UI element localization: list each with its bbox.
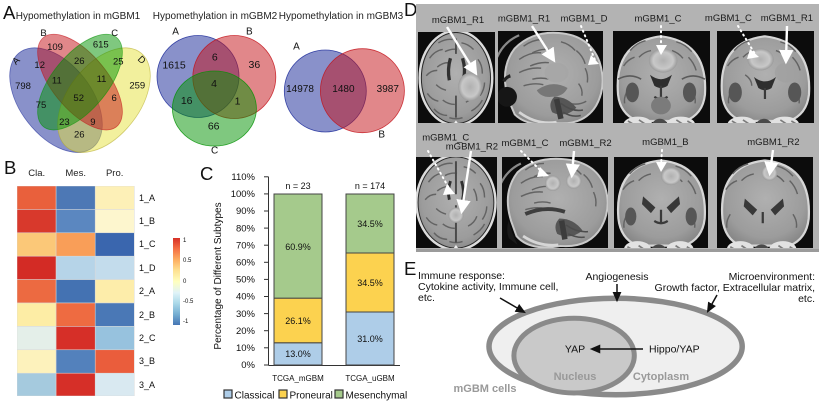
svg-text:12: 12 — [34, 60, 45, 71]
svg-text:n = 174: n = 174 — [355, 181, 385, 191]
svg-text:34.5%: 34.5% — [357, 219, 383, 229]
svg-text:20%: 20% — [236, 326, 256, 337]
svg-text:Mesenchymal: Mesenchymal — [346, 391, 408, 402]
svg-text:Proneural: Proneural — [290, 391, 333, 402]
svg-text:31.0%: 31.0% — [357, 334, 383, 344]
svg-text:70%: 70% — [236, 240, 256, 251]
svg-text:52: 52 — [73, 93, 84, 104]
svg-text:26: 26 — [74, 130, 85, 141]
svg-text:798: 798 — [15, 81, 31, 92]
svg-text:110%: 110% — [231, 172, 255, 183]
svg-text:mGBM1_R1: mGBM1_R1 — [432, 15, 484, 26]
svg-text:60%: 60% — [236, 258, 256, 269]
svg-text:0%: 0% — [241, 360, 255, 371]
svg-text:mGBM1_B: mGBM1_B — [642, 137, 688, 148]
svg-text:etc.: etc. — [418, 292, 435, 304]
svg-text:n = 23: n = 23 — [285, 181, 310, 191]
svg-text:100%: 100% — [231, 189, 256, 200]
svg-text:4: 4 — [211, 78, 217, 90]
svg-text:6: 6 — [112, 93, 117, 104]
svg-text:Growth factor, Extracellular m: Growth factor, Extracellular matrix, — [655, 282, 815, 294]
svg-text:mGBM1_D: mGBM1_D — [561, 14, 608, 25]
svg-text:Immune response:: Immune response: — [418, 270, 505, 282]
svg-text:9: 9 — [90, 117, 95, 128]
svg-text:mGBM1_R2: mGBM1_R2 — [446, 142, 498, 153]
svg-text:Cytokine activity, Immune cell: Cytokine activity, Immune cell, — [418, 281, 558, 293]
svg-text:mGBM1_C: mGBM1_C — [422, 133, 469, 144]
svg-text:615: 615 — [93, 39, 109, 50]
svg-text:16: 16 — [181, 95, 193, 107]
svg-text:14978: 14978 — [286, 84, 314, 95]
svg-text:3987: 3987 — [377, 84, 400, 95]
svg-text:1480: 1480 — [332, 84, 355, 95]
svg-text:TCGA_mGBM: TCGA_mGBM — [272, 374, 324, 383]
svg-text:A: A — [172, 27, 179, 38]
svg-text:36: 36 — [249, 59, 261, 71]
svg-text:13.0%: 13.0% — [285, 349, 311, 359]
svg-text:etc.: etc. — [798, 293, 815, 305]
svg-text:Angiogenesis: Angiogenesis — [585, 271, 648, 283]
svg-text:259: 259 — [129, 81, 145, 92]
svg-text:40%: 40% — [236, 292, 256, 303]
svg-text:B: B — [40, 28, 46, 39]
svg-text:23: 23 — [59, 117, 70, 128]
svg-text:Cytoplasm: Cytoplasm — [633, 371, 689, 383]
svg-text:A: A — [293, 42, 300, 53]
svg-text:Classical: Classical — [235, 391, 275, 402]
svg-text:109: 109 — [47, 42, 63, 53]
svg-text:25: 25 — [113, 57, 124, 68]
svg-text:mGBM1_R1: mGBM1_R1 — [498, 14, 550, 25]
svg-text:11: 11 — [52, 76, 62, 87]
svg-text:Microenvironment:: Microenvironment: — [729, 271, 815, 283]
svg-text:mGBM1_C: mGBM1_C — [502, 138, 549, 149]
svg-text:Percentage of Different Subtyp: Percentage of Different Subtypes — [213, 202, 224, 349]
svg-text:30%: 30% — [236, 309, 256, 320]
svg-text:mGBM1_C: mGBM1_C — [635, 14, 682, 25]
svg-text:34.5%: 34.5% — [357, 278, 383, 288]
svg-text:mGBM1_R2: mGBM1_R2 — [747, 137, 799, 148]
svg-text:C: C — [111, 28, 118, 39]
svg-text:B: B — [246, 27, 253, 38]
svg-text:TCGA_uGBM: TCGA_uGBM — [345, 374, 395, 383]
svg-text:1: 1 — [235, 96, 241, 108]
svg-text:10%: 10% — [236, 343, 256, 354]
svg-text:Hippo/YAP: Hippo/YAP — [649, 344, 700, 356]
svg-text:6: 6 — [212, 52, 218, 64]
svg-text:50%: 50% — [236, 275, 256, 286]
svg-text:26: 26 — [74, 56, 85, 67]
svg-text:66: 66 — [208, 121, 220, 133]
svg-text:75: 75 — [36, 100, 47, 111]
svg-text:1615: 1615 — [162, 60, 186, 72]
svg-text:C: C — [211, 146, 218, 157]
svg-text:mGBM cells: mGBM cells — [454, 383, 517, 395]
svg-text:90%: 90% — [236, 206, 256, 217]
svg-text:mGBM1_R2: mGBM1_R2 — [559, 138, 611, 149]
svg-text:mGBM1_R1: mGBM1_R1 — [761, 13, 813, 24]
svg-text:B: B — [378, 130, 385, 141]
svg-text:mGBM1_C: mGBM1_C — [705, 13, 752, 24]
svg-text:80%: 80% — [236, 223, 256, 234]
svg-text:26.1%: 26.1% — [285, 316, 311, 326]
svg-text:YAP: YAP — [565, 344, 585, 356]
svg-text:60.9%: 60.9% — [285, 242, 311, 252]
svg-text:11: 11 — [97, 74, 107, 85]
svg-text:Nucleus: Nucleus — [554, 371, 597, 383]
